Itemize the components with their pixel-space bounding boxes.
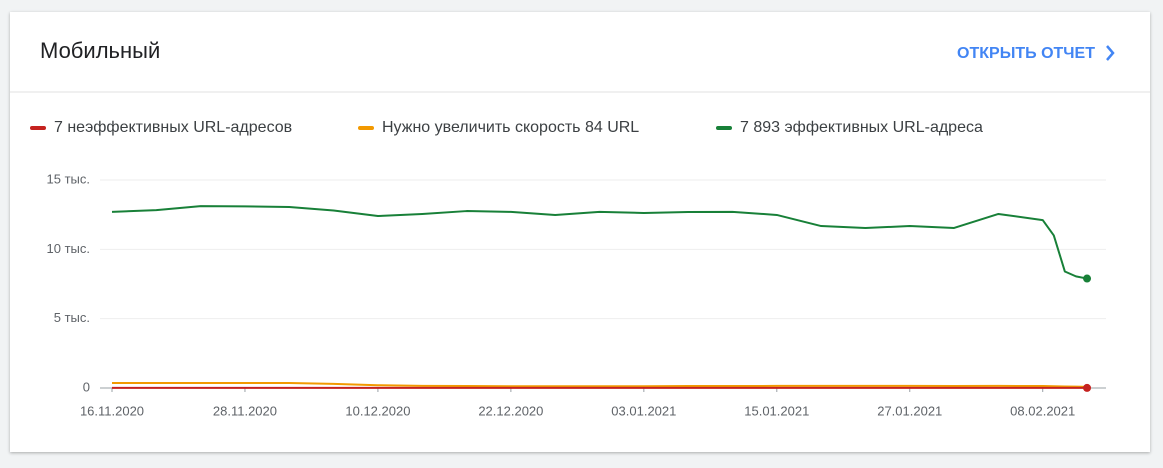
- y-tick-label: 0: [83, 379, 90, 394]
- chart-title: Мобильный: [40, 38, 160, 63]
- y-tick-label: 5 тыс.: [54, 310, 90, 325]
- chevron[interactable]: [1106, 45, 1115, 61]
- x-tick-label: 08.02.2021: [1010, 403, 1075, 418]
- x-tick-label: 15.01.2021: [744, 403, 809, 418]
- x-tick-label: 22.12.2020: [478, 403, 543, 418]
- legend-label: 7 неэффективных URL-адресов: [54, 119, 292, 136]
- card: [10, 12, 1150, 452]
- y-tick-label: 15 тыс.: [47, 171, 90, 186]
- x-tick-label: 16.11.2020: [80, 403, 144, 418]
- legend-label: 7 893 эффективных URL-адреса: [740, 119, 983, 136]
- x-tick-label: 27.01.2021: [877, 403, 942, 418]
- y-tick-label: 10 тыс.: [47, 241, 90, 256]
- legend-label: Нужно увеличить скорость 84 URL: [382, 119, 639, 136]
- end-point: [1083, 274, 1092, 283]
- end-point: [1083, 383, 1092, 392]
- x-tick-label: 03.01.2021: [611, 403, 676, 418]
- x-tick-label: 10.12.2020: [345, 403, 410, 418]
- series-line: [112, 382, 1088, 388]
- series-line: [111, 205, 1088, 280]
- open-report[interactable]: ОТКРЫТЬ ОТЧЕТ: [957, 45, 1095, 62]
- x-tick-label: 28.11.2020: [213, 403, 277, 418]
